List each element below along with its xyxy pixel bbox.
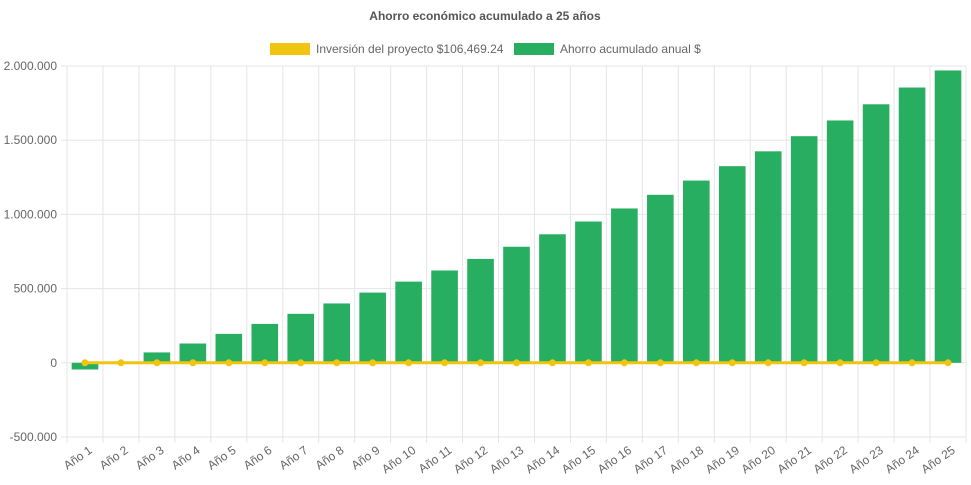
savings-bar[interactable] — [898, 87, 926, 363]
savings-bar[interactable] — [323, 303, 351, 363]
savings-bar[interactable] — [575, 221, 602, 363]
x-tick-label: Año 8 — [313, 443, 347, 473]
savings-bar[interactable] — [143, 352, 171, 363]
savings-bar[interactable] — [503, 246, 530, 363]
investment-point[interactable] — [441, 359, 449, 367]
x-tick-label: Año 6 — [241, 443, 275, 473]
x-tick-label: Año 21 — [775, 443, 814, 476]
investment-point[interactable] — [728, 359, 736, 367]
y-axis-ticks: -500.000 0 500.000 1.000.000 1.500.000 2.000.… — [4, 59, 58, 444]
investment-point[interactable] — [548, 359, 556, 367]
savings-bar[interactable] — [934, 70, 962, 363]
bars — [71, 70, 962, 370]
legend-swatch-savings — [514, 43, 554, 55]
savings-bar[interactable] — [215, 333, 243, 363]
x-tick-label: Año 23 — [847, 443, 886, 476]
x-tick-label: Año 22 — [811, 443, 850, 476]
legend: Inversión del proyecto $106,469.24 Ahorr… — [270, 42, 701, 56]
investment-point[interactable] — [117, 359, 125, 367]
x-tick-label: Año 5 — [205, 443, 239, 473]
savings-bar[interactable] — [395, 281, 422, 363]
investment-point[interactable] — [656, 359, 664, 367]
x-tick-label: Año 24 — [883, 443, 922, 476]
x-tick-label: Año 18 — [667, 443, 706, 476]
x-tick-label: Año 12 — [451, 443, 490, 476]
legend-item-investment[interactable]: Inversión del proyecto $106,469.24 — [270, 42, 504, 56]
investment-point[interactable] — [189, 359, 197, 367]
x-tick-label: Año 16 — [595, 443, 634, 476]
x-tick-label: Año 9 — [349, 443, 383, 473]
savings-bar[interactable] — [251, 323, 279, 363]
investment-point[interactable] — [261, 359, 269, 367]
y-tick-label: 2.000.000 — [4, 59, 58, 73]
investment-point[interactable] — [836, 359, 844, 367]
savings-bar[interactable] — [682, 180, 710, 363]
x-tick-label: Año 4 — [169, 443, 203, 473]
investment-point[interactable] — [225, 359, 233, 367]
savings-bar[interactable] — [431, 270, 458, 363]
investment-point[interactable] — [872, 359, 880, 367]
investment-point[interactable] — [369, 359, 377, 367]
x-tick-label: Año 15 — [559, 443, 598, 476]
x-tick-label: Año 20 — [739, 443, 778, 476]
investment-point[interactable] — [297, 359, 305, 367]
investment-point[interactable] — [620, 359, 628, 367]
savings-bar[interactable] — [359, 292, 386, 363]
savings-bar[interactable] — [611, 208, 638, 363]
investment-point[interactable] — [153, 359, 161, 367]
x-tick-label: Año 25 — [919, 443, 958, 476]
x-tick-label: Año 1 — [61, 443, 95, 473]
x-axis-ticks: Año 1 Año 2 Año 3 Año 4 Año 5 Año 6 Año 7 Año 8… — [61, 443, 958, 476]
savings-bar[interactable] — [862, 104, 890, 363]
investment-point[interactable] — [405, 359, 413, 367]
x-tick-label: Año 7 — [277, 443, 311, 473]
legend-item-savings[interactable]: Ahorro acumulado anual $ — [514, 42, 701, 56]
investment-point[interactable] — [81, 359, 89, 367]
investment-point[interactable] — [584, 359, 592, 367]
x-tick-label: Año 11 — [416, 443, 455, 476]
legend-swatch-investment — [270, 43, 310, 55]
savings-bar[interactable] — [647, 194, 674, 363]
x-tick-label: Año 17 — [631, 443, 670, 476]
y-tick-label: 1.500.000 — [4, 133, 58, 147]
y-tick-label: 1.000.000 — [4, 207, 58, 221]
x-tick-label: Año 14 — [523, 443, 562, 476]
investment-point[interactable] — [333, 359, 341, 367]
x-tick-label: Año 3 — [133, 443, 167, 473]
investment-point[interactable] — [764, 359, 772, 367]
investment-point[interactable] — [692, 359, 700, 367]
savings-bar[interactable] — [754, 151, 782, 363]
investment-point[interactable] — [908, 359, 916, 367]
investment-point[interactable] — [800, 359, 808, 367]
savings-bar[interactable] — [790, 136, 818, 363]
grid — [61, 65, 967, 443]
x-tick-label: Año 10 — [379, 443, 418, 476]
investment-point[interactable] — [513, 359, 520, 367]
savings-bar[interactable] — [467, 258, 494, 363]
y-tick-label: -500.000 — [10, 430, 58, 444]
savings-bar[interactable] — [718, 166, 746, 363]
legend-label-savings: Ahorro acumulado anual $ — [560, 42, 701, 56]
legend-label-investment: Inversión del proyecto $106,469.24 — [316, 42, 504, 56]
savings-bar[interactable] — [826, 120, 854, 363]
y-tick-label: 0 — [50, 356, 57, 370]
savings-bar[interactable] — [539, 234, 566, 363]
savings-bar[interactable] — [287, 313, 315, 363]
x-tick-label: Año 19 — [703, 443, 742, 476]
x-tick-label: Año 2 — [97, 443, 131, 473]
y-tick-label: 500.000 — [14, 282, 58, 296]
x-tick-label: Año 13 — [487, 443, 526, 476]
investment-point[interactable] — [477, 359, 485, 367]
chart-title: Ahorro económico acumulado a 25 años — [369, 9, 601, 23]
investment-line — [81, 359, 952, 367]
investment-point[interactable] — [944, 359, 952, 367]
savings-bar[interactable] — [179, 343, 207, 363]
